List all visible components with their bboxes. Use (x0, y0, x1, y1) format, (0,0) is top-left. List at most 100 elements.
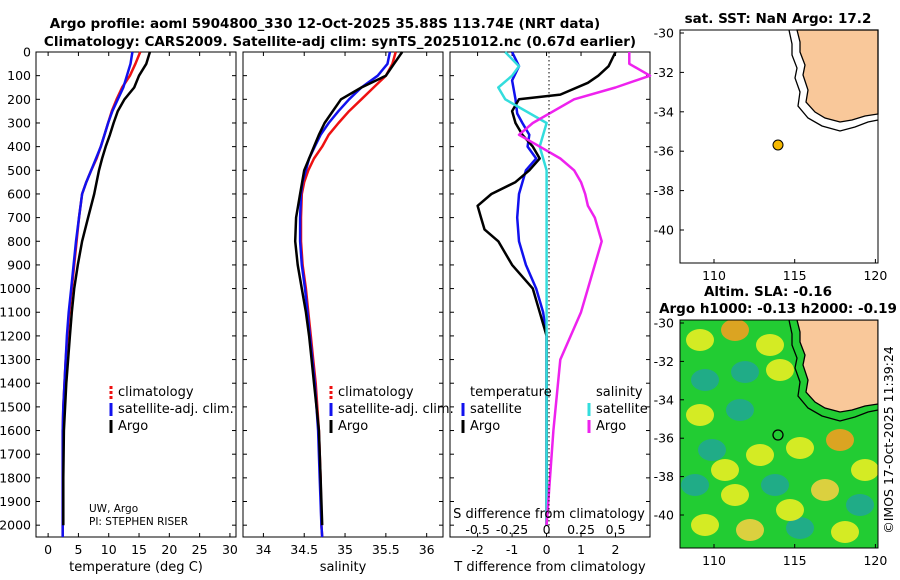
x-tick-label: -1 (506, 542, 518, 557)
diff-legend-sal-satellite-label: satellite (596, 402, 648, 417)
shelf-contour (788, 320, 878, 422)
legend-argo-label: Argo (338, 419, 368, 434)
sla-anomaly-cell (786, 517, 814, 539)
lat-tick-label: -36 (654, 431, 674, 446)
depth-tick-label: 400 (7, 139, 31, 154)
lat-tick-label: -34 (654, 104, 674, 119)
sla-anomaly-cell (681, 474, 709, 496)
sla-anomaly-cell (776, 499, 804, 521)
lat-tick-label: -32 (654, 354, 674, 369)
lon-tick-label: 110 (702, 268, 726, 283)
depth-tick-label: 500 (7, 163, 31, 178)
sla-anomaly-cell (691, 369, 719, 391)
argo-float-marker (772, 139, 784, 151)
depth-tick-label: 1500 (0, 399, 31, 414)
legend-climatology-label: climatology (338, 385, 414, 400)
australia-landmass (796, 29, 879, 123)
lat-tick-label: -36 (654, 144, 674, 159)
t-difference-axis-label: T difference from climatology (453, 560, 646, 575)
series-line-temperature-satellite (510, 51, 548, 526)
series-line-salinity-argo (517, 52, 652, 526)
depth-tick-label: 1700 (0, 447, 31, 462)
depth-tick-label: 100 (7, 68, 31, 83)
lat-tick-label: -30 (654, 316, 674, 331)
lon-tick-label: 110 (702, 553, 726, 568)
lat-tick-label: -32 (654, 65, 674, 80)
salinity-axis-label: salinity (320, 560, 367, 575)
s-difference-tick-label: 0.25 (567, 522, 595, 537)
depth-tick-label: 1600 (0, 423, 31, 438)
argo-float-marker (772, 429, 784, 441)
legend-argo-label: Argo (118, 419, 148, 434)
temperature-legend: climatology satellite-adj. clim. Argo (109, 385, 234, 434)
legend-climatology-label: climatology (118, 385, 194, 400)
x-tick-label: 36 (419, 542, 435, 557)
depth-tick-label: 1800 (0, 470, 31, 485)
sla-anomaly-cell (721, 320, 749, 341)
salinity-legend: climatology satellite-adj. clim. Argo (329, 385, 454, 434)
sla-anomaly-cell (826, 429, 854, 451)
sst-map-tick-labels: -30 -32 -34 -36 -38 -40 110 115 120 (654, 26, 888, 284)
s-difference-tick-label: 0 (543, 522, 551, 537)
sla-anomaly-cell (691, 514, 719, 536)
lat-tick-label: -38 (654, 469, 674, 484)
shelf-contour (788, 29, 879, 132)
lon-tick-label: 120 (863, 268, 887, 283)
depth-tick-label: 1000 (0, 281, 31, 296)
sst-map-title: sat. SST: NaN Argo: 17.2 (685, 11, 872, 27)
sla-map (680, 320, 878, 548)
depth-tick-label: 1100 (0, 305, 31, 320)
sla-anomaly-cell (686, 329, 714, 351)
depth-tick-label: 1400 (0, 376, 31, 391)
lat-tick-label: -34 (654, 392, 674, 407)
sla-anomaly-cell (711, 459, 739, 481)
temperature-axis-label: temperature (deg C) (69, 560, 203, 575)
lon-tick-label: 115 (783, 268, 807, 283)
x-tick-label: 30 (222, 542, 238, 557)
sla-anomaly-cell (766, 359, 794, 381)
x-tick-label: 5 (74, 542, 82, 557)
x-tick-label: -2 (471, 542, 483, 557)
diff-legend-temperature-title: temperature (470, 385, 552, 400)
credit-timestamp: ©IMOS 17-Oct-2025 11:39:24 (881, 346, 896, 534)
x-tick-label: 0 (44, 542, 52, 557)
depth-tick-label: 600 (7, 186, 31, 201)
depth-tick-label: 200 (7, 92, 31, 107)
australia-landmass (796, 320, 878, 413)
sla-anomaly-cell (786, 437, 814, 459)
sla-anomaly-cell (851, 459, 878, 481)
sla-map-frame (679, 319, 879, 549)
title-line-2: Climatology: CARS2009. Satellite-adj cli… (44, 34, 636, 50)
diff-legend-temp-argo-label: Argo (470, 419, 500, 434)
sst-map-frame (679, 29, 879, 264)
x-tick-label: 35.5 (372, 542, 400, 557)
sst-map (679, 29, 879, 264)
depth-tick-label: 2000 (0, 518, 31, 533)
salinity-plot-frame (242, 51, 444, 538)
depth-tick-label: 300 (7, 115, 31, 130)
lat-tick-label: -40 (654, 223, 674, 238)
sla-anomaly-cell (811, 479, 839, 501)
depth-tick-label: 900 (7, 257, 31, 272)
temperature-plot-frame (35, 51, 237, 538)
sla-map-title-1: Altim. SLA: -0.16 (704, 284, 832, 300)
x-tick-label: 15 (131, 542, 147, 557)
sla-anomaly-cell (686, 404, 714, 426)
lat-tick-label: -38 (654, 183, 674, 198)
x-tick-label: 2 (612, 542, 620, 557)
lon-tick-label: 115 (783, 553, 807, 568)
depth-tick-label: 1200 (0, 328, 31, 343)
diff-legend-salinity-title: salinity (596, 385, 643, 400)
title-line-1: Argo profile: aoml 5904800_330 12-Oct-20… (50, 16, 600, 32)
institution-note: UW, Argo (89, 503, 138, 515)
diff-legend-temp-satellite-label: satellite (470, 402, 522, 417)
x-tick-label: 10 (101, 542, 117, 557)
series-line-climatology (299, 51, 397, 538)
diff-legend-sal-argo-label: Argo (596, 419, 626, 434)
series-line-satellite-adj-clim- (298, 51, 392, 538)
lat-tick-label: -40 (654, 508, 674, 523)
s-difference-tick-label: -0.5 (465, 522, 489, 537)
series-layer (61, 51, 652, 538)
sla-anomaly-cell (736, 519, 764, 541)
